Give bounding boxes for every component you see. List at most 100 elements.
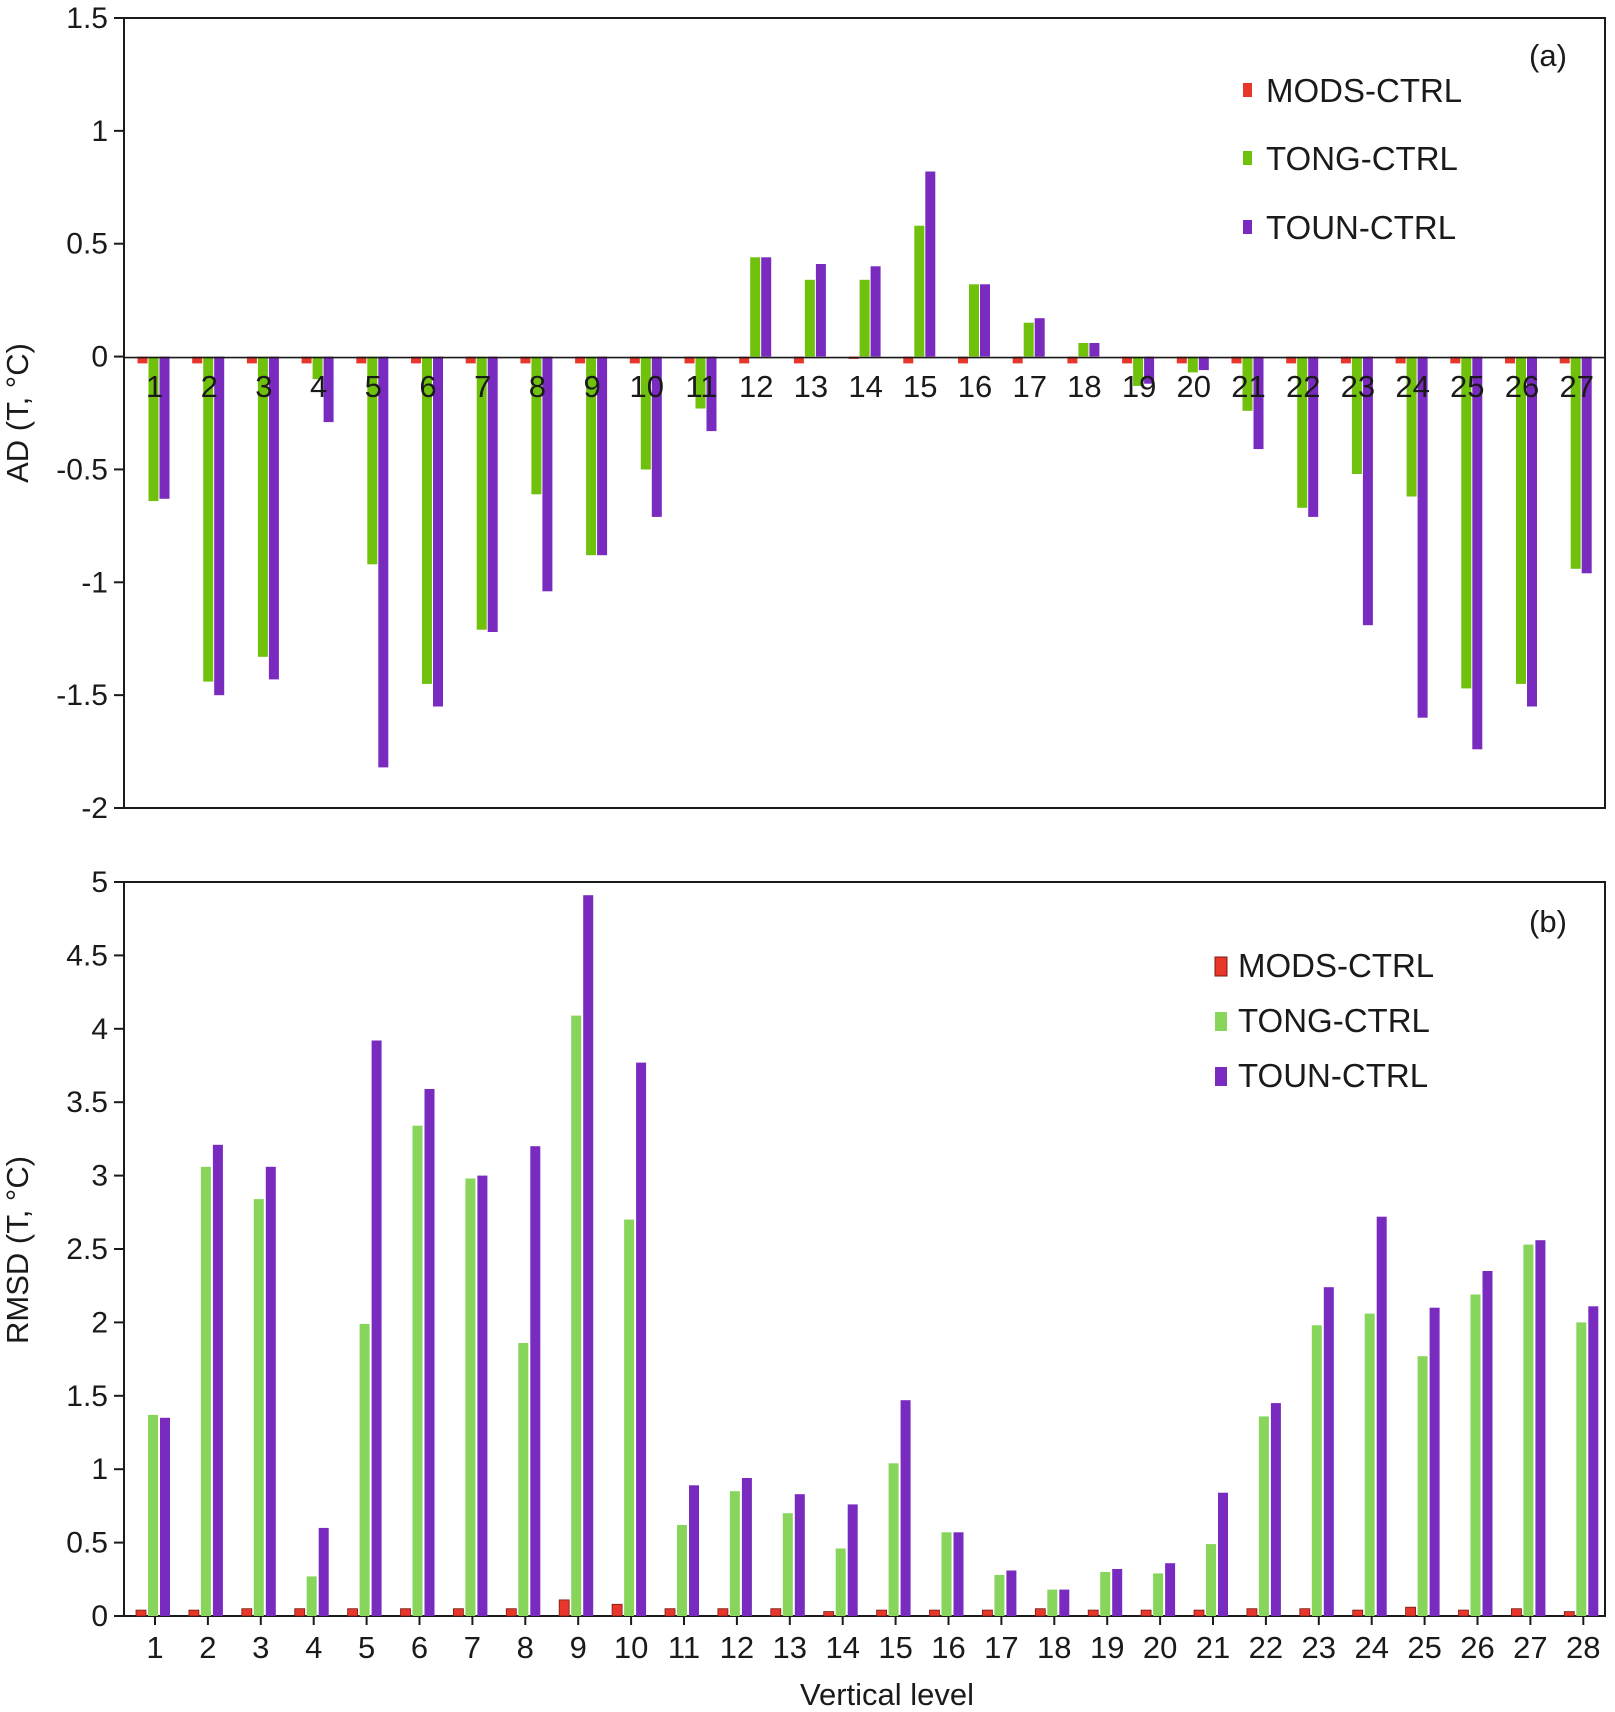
panel-b-rmsd-chart: 54.543.532.521.510.50 1 2 3 4 5 6 7 8 9 10 11 12 13 1… [0, 866, 1606, 1712]
xtick-label-b: 11 [668, 1630, 700, 1665]
xtick-label-b: 18 [1037, 1630, 1071, 1665]
bar-b-toun-ctrl-27 [1535, 1240, 1546, 1616]
xtick-label-a: 4 [310, 369, 327, 404]
xtick-label-b: 5 [358, 1630, 375, 1665]
bar-b-tong-ctrl-27 [1523, 1244, 1534, 1616]
bar-a-mods-ctrl-11 [684, 356, 695, 364]
bar-a-mods-ctrl-19 [1122, 356, 1133, 364]
bar-a-toun-ctrl-27 [1581, 356, 1592, 574]
bar-a-toun-ctrl-14 [870, 266, 881, 357]
bar-a-mods-ctrl-21 [1231, 356, 1242, 364]
panel-b-x-axis: 1 2 3 4 5 6 7 8 9 10 11 12 13 14 15 16 17 18 19 20 21 22 23 24 2… [146, 1616, 1601, 1665]
bar-b-toun-ctrl-1 [160, 1417, 170, 1616]
xtick-label-b: 28 [1566, 1630, 1600, 1665]
bar-b-toun-ctrl-13 [794, 1494, 805, 1616]
bar-b-mods-ctrl-15 [876, 1609, 887, 1617]
bar-b-toun-ctrl-9 [583, 895, 594, 1616]
bar-a-toun-ctrl-17 [1034, 318, 1045, 357]
bar-a-toun-ctrl-12 [761, 257, 772, 357]
bar-a-tong-ctrl-22 [1297, 356, 1308, 508]
bar-a-mods-ctrl-1 [137, 356, 148, 364]
bar-a-tong-ctrl-25 [1461, 356, 1472, 689]
bar-a-tong-ctrl-8 [531, 356, 542, 495]
bar-b-toun-ctrl-3 [265, 1166, 276, 1616]
bar-b-tong-ctrl-9 [571, 1015, 582, 1616]
bar-a-mods-ctrl-17 [1012, 356, 1023, 364]
bar-b-mods-ctrl-24 [1352, 1609, 1364, 1617]
bar-a-tong-ctrl-19 [1133, 356, 1144, 386]
bar-a-tong-ctrl-12 [750, 257, 761, 357]
ytick-label-b: 3 [91, 1160, 108, 1193]
xtick-label-b: 15 [878, 1630, 912, 1665]
bar-b-toun-ctrl-12 [741, 1478, 752, 1616]
bar-b-toun-ctrl-14 [847, 1504, 858, 1616]
bar-a-mods-ctrl-13 [793, 356, 804, 364]
ytick-label-a: 1 [91, 115, 108, 148]
bar-a-tong-ctrl-1 [148, 356, 159, 502]
bar-b-mods-ctrl-17 [982, 1609, 993, 1617]
legend-b-label-toun: TOUN-CTRL [1238, 1057, 1428, 1094]
bar-b-toun-ctrl-26 [1482, 1271, 1493, 1616]
bar-b-tong-ctrl-14 [835, 1548, 846, 1616]
xtick-label-b: 27 [1513, 1630, 1547, 1665]
panel-a-label: (a) [1529, 38, 1567, 73]
bar-a-tong-ctrl-10 [640, 356, 651, 470]
bar-b-mods-ctrl-8 [505, 1608, 517, 1617]
bar-b-mods-ctrl-18 [1034, 1608, 1046, 1617]
xtick-label-b: 16 [931, 1630, 965, 1665]
xtick-label-b: 4 [305, 1630, 322, 1665]
bar-b-toun-ctrl-19 [1112, 1569, 1123, 1616]
xtick-label-a: 24 [1395, 369, 1429, 404]
bar-a-toun-ctrl-15 [925, 171, 936, 357]
bar-b-tong-ctrl-2 [200, 1166, 211, 1616]
bar-b-tong-ctrl-21 [1206, 1544, 1216, 1616]
bar-a-toun-ctrl-13 [815, 264, 826, 357]
bar-a-toun-ctrl-20 [1198, 356, 1209, 371]
legend-a-swatch-toun [1243, 220, 1252, 234]
xtick-label-a: 1 [146, 369, 163, 404]
bar-b-tong-ctrl-6 [412, 1125, 423, 1616]
bar-b-toun-ctrl-6 [424, 1089, 435, 1616]
bar-a-mods-ctrl-3 [246, 356, 257, 364]
bar-b-toun-ctrl-7 [477, 1175, 488, 1616]
legend-b-label-mods: MODS-CTRL [1238, 947, 1434, 984]
xtick-label-b: 3 [252, 1630, 269, 1665]
panel-b-label: (b) [1529, 904, 1567, 939]
bar-b-mods-ctrl-21 [1193, 1609, 1205, 1617]
bar-a-toun-ctrl-21 [1253, 356, 1264, 450]
bar-a-tong-ctrl-20 [1187, 356, 1198, 373]
bar-b-mods-ctrl-11 [664, 1608, 676, 1617]
bar-b-tong-ctrl-24 [1364, 1313, 1375, 1616]
panel-b-y-axis-title: RMSD (T, °C) [0, 1156, 35, 1344]
panel-b-legend: MODS-CTRL TONG-CTRL TOUN-CTRL [1214, 947, 1434, 1094]
bar-a-toun-ctrl-18 [1089, 343, 1100, 357]
bar-b-tong-ctrl-17 [994, 1574, 1005, 1616]
xtick-label-a: 27 [1559, 369, 1593, 404]
xtick-label-a: 22 [1286, 369, 1320, 404]
bar-a-tong-ctrl-16 [969, 284, 979, 357]
bar-b-mods-ctrl-7 [452, 1608, 464, 1617]
bar-a-mods-ctrl-23 [1340, 356, 1351, 364]
bar-b-tong-ctrl-25 [1417, 1356, 1428, 1616]
bar-a-toun-ctrl-19 [1144, 356, 1155, 384]
xtick-label-a: 21 [1231, 369, 1265, 404]
xtick-label-a: 3 [255, 369, 272, 404]
xtick-label-a: 11 [685, 369, 717, 404]
bar-b-tong-ctrl-13 [782, 1513, 793, 1616]
legend-a-label-toun: TOUN-CTRL [1266, 209, 1456, 246]
bar-a-toun-ctrl-24 [1417, 356, 1428, 718]
bar-b-mods-ctrl-12 [717, 1608, 729, 1617]
bar-b-mods-ctrl-13 [770, 1608, 782, 1617]
bar-a-tong-ctrl-4 [312, 356, 323, 380]
bar-a-tong-ctrl-27 [1570, 356, 1581, 569]
legend-a-label-mods: MODS-CTRL [1266, 72, 1462, 109]
xtick-label-a: 13 [794, 369, 828, 404]
xtick-label-b: 22 [1249, 1630, 1283, 1665]
xtick-label-a: 8 [529, 369, 546, 404]
bar-a-mods-ctrl-4 [301, 356, 312, 364]
xtick-label-b: 2 [199, 1630, 216, 1665]
bar-b-tong-ctrl-8 [518, 1343, 529, 1616]
bar-a-toun-ctrl-1 [159, 356, 170, 499]
bar-b-toun-ctrl-21 [1218, 1492, 1228, 1616]
bar-a-tong-ctrl-9 [586, 356, 597, 556]
